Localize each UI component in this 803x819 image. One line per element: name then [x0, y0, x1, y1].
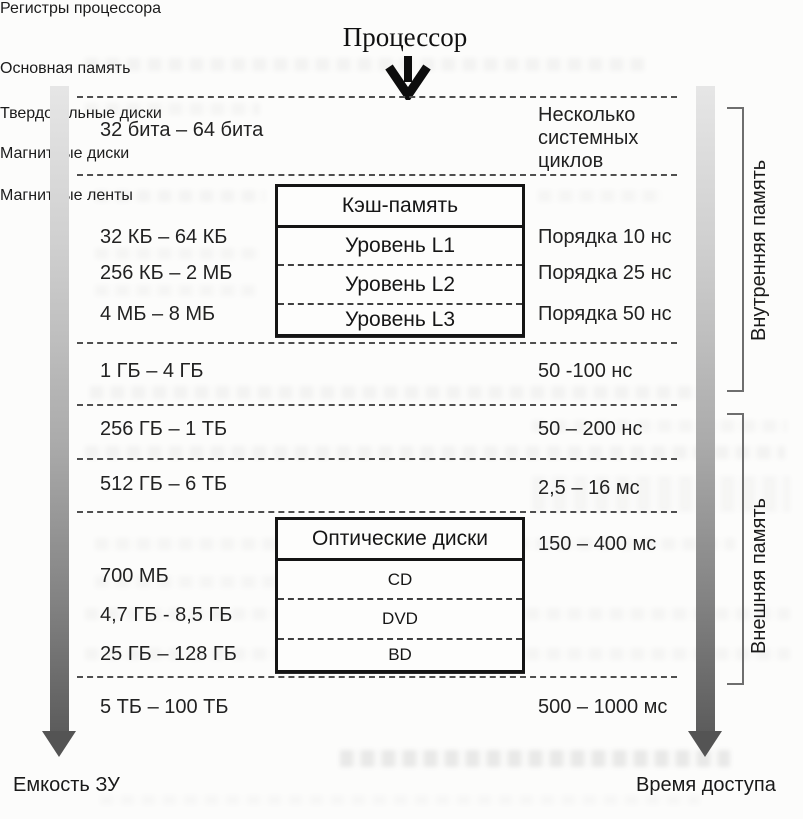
- bleedthrough-artifact: [95, 285, 255, 296]
- tape-capacity: 5 ТБ – 100 ТБ: [100, 696, 229, 718]
- external-memory-group-label: Внешняя память: [748, 498, 770, 654]
- capacity-axis-label: Емкость ЗУ: [13, 774, 120, 796]
- optical-box: Оптические диски CD DVD BD: [275, 517, 525, 673]
- main-memory-time: 50 -100 нс: [538, 360, 633, 382]
- registers-label: Регистры процессора: [0, 0, 162, 17]
- bleedthrough-artifact: [90, 386, 710, 399]
- cache-level-l3: Уровень L3: [278, 303, 522, 334]
- down-arrow-icon: [385, 56, 431, 100]
- internal-memory-group-label: Внутренняя память: [748, 159, 770, 342]
- main-memory-label: Основная память: [0, 60, 131, 77]
- optical-time: 150 – 400 мс: [538, 533, 657, 555]
- ssd-label: Твердотельные диски: [0, 105, 162, 122]
- cache-l3-capacity: 4 МБ – 8 МБ: [100, 303, 216, 325]
- ssd-time: 50 – 200 нс: [538, 418, 643, 440]
- dvd-capacity: 4,7 ГБ - 8,5 ГБ: [100, 604, 233, 626]
- cd-capacity: 700 МБ: [100, 565, 169, 587]
- dashed-separator: [77, 96, 677, 98]
- main-memory-box: Основная память: [0, 60, 803, 105]
- bleedthrough-artifact: [95, 248, 260, 259]
- access-time-axis-arrowhead-icon: [688, 731, 722, 757]
- ssd-capacity: 256 ГБ – 1 ТБ: [100, 418, 228, 440]
- cache-l1-time: Порядка 10 нс: [538, 226, 672, 248]
- registers-capacity: 32 бита – 64 бита: [100, 119, 264, 141]
- cache-level-l1: Уровень L1: [344, 234, 456, 257]
- external-memory-bracket: [727, 413, 744, 685]
- dashed-separator: [77, 458, 677, 460]
- dashed-separator: [77, 676, 677, 678]
- bleedthrough-artifact: [100, 795, 700, 805]
- optical-level-dvd: DVD: [278, 598, 522, 638]
- internal-memory-bracket: [727, 107, 744, 392]
- registers-box: Регистры процессора: [0, 0, 803, 60]
- main-memory-capacity: 1 ГБ – 4 ГБ: [100, 360, 204, 382]
- hdd-box: Магнитные диски: [0, 145, 803, 187]
- cache-header: Кэш-память: [278, 187, 522, 228]
- registers-time: Несколько системных циклов: [538, 104, 639, 173]
- dashed-separator: [77, 511, 677, 513]
- access-time-axis-label: Время доступа: [636, 774, 776, 796]
- optical-header: Оптические диски: [278, 520, 522, 561]
- cache-l2-time: Порядка 25 нс: [538, 262, 672, 284]
- capacity-axis-arrow-shaft: [50, 86, 69, 732]
- cache-box: Кэш-память Уровень L1 Уровень L2 Уровень…: [275, 184, 525, 337]
- ssd-box: Твердотельные диски: [0, 105, 803, 145]
- dashed-separator: [77, 404, 677, 406]
- optical-level-cd: CD: [387, 569, 413, 589]
- cache-l1-capacity: 32 КБ – 64 КБ: [100, 226, 228, 248]
- bd-capacity: 25 ГБ – 128 ГБ: [100, 643, 237, 665]
- cache-l2-capacity: 256 КБ – 2 МБ: [100, 262, 233, 284]
- hdd-time: 2,5 – 16 мс: [538, 477, 640, 499]
- processor-title: Процессор: [342, 22, 468, 52]
- capacity-axis-arrowhead-icon: [42, 731, 76, 757]
- access-time-axis-arrow-shaft: [696, 86, 715, 732]
- optical-level-bd: BD: [278, 638, 522, 670]
- cache-level-l2: Уровень L2: [278, 264, 522, 303]
- dashed-separator: [77, 342, 677, 344]
- cache-l3-time: Порядка 50 нс: [538, 303, 672, 325]
- tape-time: 500 – 1000 мс: [538, 696, 668, 718]
- dashed-separator: [77, 174, 677, 176]
- bleedthrough-artifact: [340, 750, 730, 767]
- hdd-capacity: 512 ГБ – 6 ТБ: [100, 473, 228, 495]
